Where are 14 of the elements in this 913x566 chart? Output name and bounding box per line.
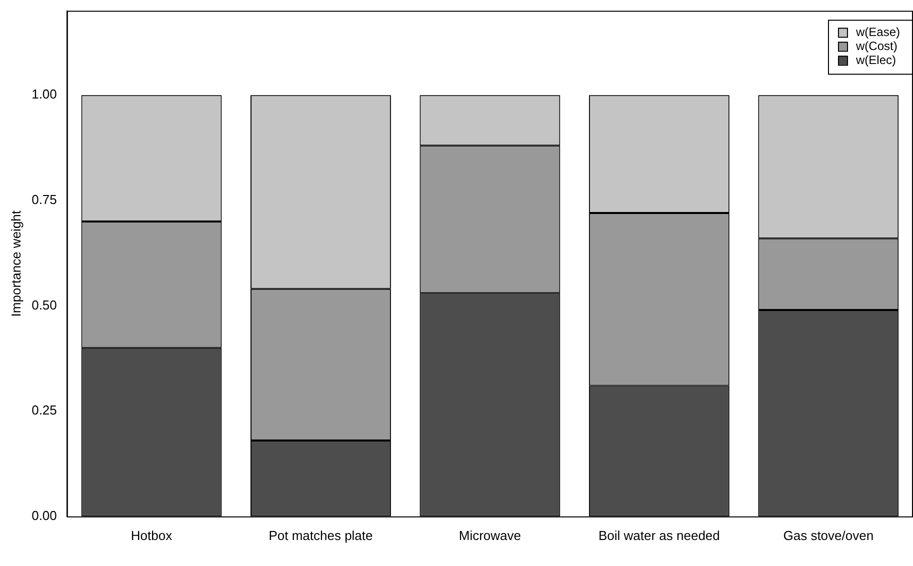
- x-tick-label: Pot matches plate: [268, 528, 373, 543]
- y-tick-label: 1.00: [32, 86, 57, 102]
- y-tick-label: 0.50: [32, 297, 57, 312]
- y-tick-label: 0.75: [32, 192, 57, 207]
- x-tick-label: Hotbox: [130, 528, 173, 543]
- x-tick-label: Gas stove/oven: [783, 528, 874, 543]
- legend-label: w(Elec): [854, 53, 896, 68]
- x-tick-label: Microwave: [458, 528, 522, 543]
- legend-label: w(Cost): [854, 39, 898, 54]
- y-tick-label: 0.00: [32, 508, 57, 523]
- y-axis-title: Importance weight: [8, 210, 24, 317]
- legend-label: w(Ease): [854, 25, 900, 40]
- y-tick-label: 0.25: [32, 402, 57, 418]
- x-tick-label: Boil water as needed: [598, 528, 720, 543]
